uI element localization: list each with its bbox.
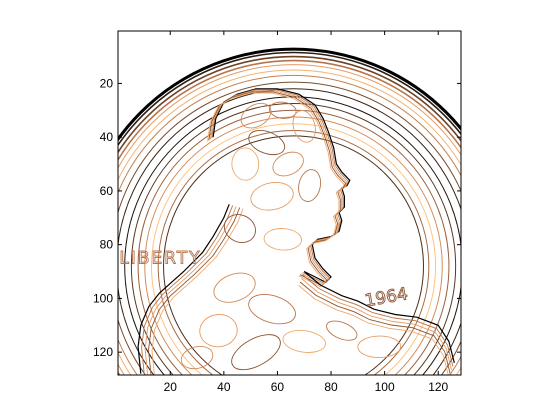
detail-contour: [199, 314, 238, 348]
body-contour: [148, 207, 241, 375]
detail-contour: [298, 169, 322, 202]
contour-ring: [118, 69, 461, 375]
contour-ring: [118, 81, 461, 375]
detail-contour: [223, 214, 256, 243]
contour-ring: [130, 103, 457, 375]
contour-ring: [137, 109, 450, 375]
shoulder-contour: [302, 274, 454, 367]
y-tick-label: 100: [93, 291, 113, 305]
detail-contour: [231, 334, 281, 371]
contour-ring: [118, 59, 461, 375]
detail-contour: [326, 320, 358, 341]
y-tick-label: 20: [100, 76, 114, 90]
body-contour: [141, 205, 234, 375]
y-axis: 20 40 60 80 100 120: [93, 76, 461, 359]
shoulder-contour: [298, 285, 449, 375]
detail-contour: [292, 110, 316, 143]
contour-ring: [157, 129, 430, 375]
contour-ring: [163, 135, 424, 375]
contour-ring: [118, 51, 461, 147]
contour-ring: [118, 88, 461, 375]
x-tick-label: 80: [324, 380, 338, 394]
detail-contour: [248, 130, 286, 156]
detail-contour: [269, 101, 297, 119]
y-tick-label: 60: [100, 184, 114, 198]
detail-contour: [357, 335, 402, 358]
detail-contour: [248, 294, 296, 325]
x-tick-label: 40: [217, 380, 231, 394]
shoulder-contour: [301, 278, 452, 371]
x-tick-label: 20: [164, 380, 178, 394]
contour-ring: [118, 74, 461, 375]
body-contour: [144, 206, 237, 375]
y-tick-label: 80: [100, 238, 114, 252]
detail-contour: [272, 151, 304, 177]
detail-contour: [282, 329, 326, 353]
detail-contour: [231, 147, 260, 181]
portrait-contours: [137, 88, 455, 375]
coin-contour-rings: [118, 47, 461, 375]
contour-ring: [151, 123, 437, 375]
body-contour: [151, 208, 244, 375]
contour-ring: [118, 64, 461, 375]
detail-contour: [180, 345, 214, 370]
contour-ring: [118, 55, 461, 154]
axes-frame: [117, 30, 462, 376]
y-tick-label: 120: [93, 345, 113, 359]
body-contour: [137, 204, 230, 374]
coin-rim-edge: [118, 47, 461, 142]
y-tick-label: 40: [100, 130, 114, 144]
shoulder-contour: [303, 271, 455, 364]
detail-contour: [250, 182, 294, 211]
detail-contour: [263, 228, 302, 251]
x-tick-label: 100: [375, 380, 395, 394]
x-tick-label: 120: [428, 380, 448, 394]
shoulder-contour: [299, 281, 451, 374]
profile-contour: [207, 92, 345, 288]
inscription-liberty: LIBERTY: [119, 248, 201, 268]
x-tick-label: 60: [271, 380, 285, 394]
detail-contour: [213, 272, 256, 303]
x-axis: 20 40 60 80 100 120: [164, 31, 449, 394]
